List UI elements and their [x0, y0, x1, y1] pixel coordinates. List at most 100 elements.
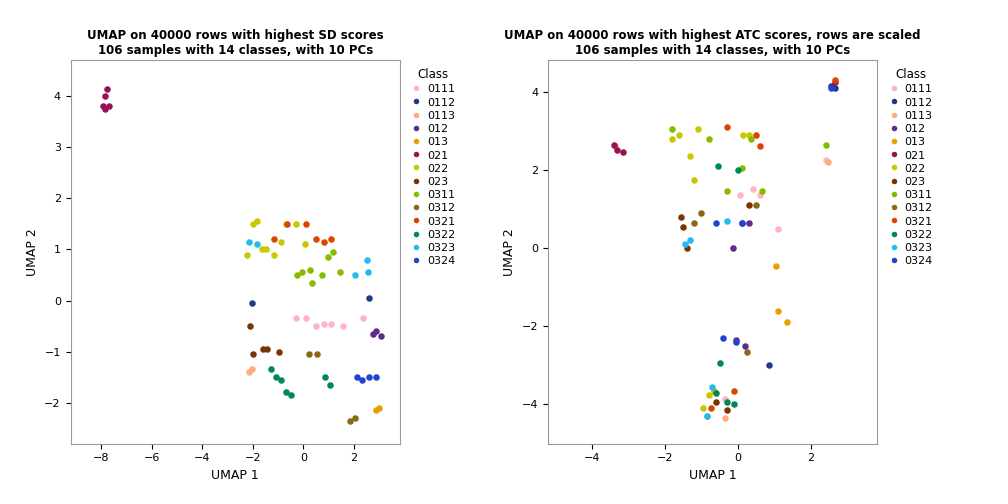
Point [257, 245, 273, 254]
Point [335, 322, 351, 330]
Point [682, 236, 699, 244]
Point [664, 125, 680, 133]
Point [308, 322, 325, 330]
Point [664, 135, 680, 143]
Point [96, 102, 112, 110]
Point [320, 253, 336, 261]
Point [741, 219, 757, 227]
Point [708, 219, 724, 227]
Point [354, 375, 370, 384]
Point [279, 220, 295, 228]
Point [304, 279, 321, 287]
Point [314, 271, 331, 279]
Point [316, 238, 332, 246]
Point [701, 391, 717, 399]
Point [820, 158, 836, 166]
Point [267, 373, 283, 381]
Point [262, 365, 278, 373]
Point [730, 166, 746, 174]
Title: UMAP on 40000 rows with highest ATC scores, rows are scaled
106 samples with 14 : UMAP on 40000 rows with highest ATC scor… [504, 29, 920, 56]
Point [289, 271, 305, 279]
Point [705, 383, 721, 391]
Point [728, 338, 744, 346]
Point [824, 82, 840, 90]
Point [734, 219, 750, 227]
Point [97, 105, 113, 113]
Point [710, 162, 726, 170]
Point [732, 192, 748, 200]
Legend: 0111, 0112, 0113, 012, 013, 021, 022, 023, 0311, 0312, 0321, 0322, 0323, 0324: 0111, 0112, 0113, 012, 013, 021, 022, 02… [408, 66, 458, 269]
Point [741, 131, 757, 139]
Point [272, 375, 288, 384]
Point [371, 404, 387, 412]
Point [712, 359, 728, 367]
Point [324, 235, 340, 243]
Point [752, 143, 768, 151]
Point [609, 146, 625, 154]
Point [368, 373, 384, 381]
Point [719, 123, 735, 131]
Point [288, 220, 304, 228]
Point [99, 85, 115, 93]
Point [288, 314, 304, 323]
Title: UMAP on 40000 rows with highest SD scores
106 samples with 14 classes, with 10 P: UMAP on 40000 rows with highest SD score… [87, 29, 383, 56]
Point [736, 131, 752, 139]
Point [717, 395, 733, 403]
Point [348, 414, 364, 422]
Point [671, 131, 687, 139]
Point [728, 336, 744, 344]
Point [245, 220, 261, 228]
Point [761, 361, 777, 369]
Point [699, 412, 715, 420]
Point [101, 102, 117, 110]
Point [608, 143, 624, 151]
Point [752, 192, 768, 200]
Point [716, 334, 732, 342]
Point [827, 78, 843, 86]
Point [824, 84, 840, 92]
Point [770, 306, 786, 314]
Point [294, 269, 310, 277]
Point [707, 387, 723, 395]
Point [355, 314, 371, 323]
Point [701, 135, 717, 143]
Point [725, 244, 741, 252]
Point [748, 201, 764, 209]
Point [827, 76, 843, 84]
Point [743, 135, 759, 143]
Point [296, 240, 312, 248]
Point [770, 224, 786, 232]
Point [615, 148, 631, 156]
Point [365, 330, 381, 338]
Point [817, 141, 834, 149]
Point [97, 92, 113, 100]
Point [278, 220, 294, 228]
Point [708, 399, 724, 407]
Point [278, 389, 294, 397]
Point [298, 314, 314, 323]
Y-axis label: UMAP 2: UMAP 2 [503, 228, 516, 276]
Point [779, 319, 795, 327]
Point [673, 213, 689, 221]
Point [678, 244, 695, 252]
Point [727, 400, 743, 408]
Point [254, 245, 270, 254]
Point [717, 414, 733, 422]
Point [283, 391, 299, 399]
Point [817, 156, 834, 164]
Point [298, 220, 314, 228]
Point [754, 187, 770, 196]
Point [677, 240, 694, 248]
Point [748, 131, 764, 139]
Point [694, 209, 710, 217]
Y-axis label: UMAP 2: UMAP 2 [26, 228, 38, 276]
Point [745, 185, 761, 194]
Point [696, 404, 712, 412]
Point [737, 342, 753, 350]
Point [271, 348, 287, 356]
Legend: 0111, 0112, 0113, 012, 013, 021, 022, 023, 0311, 0312, 0321, 0322, 0323, 0324: 0111, 0112, 0113, 012, 013, 021, 022, 02… [886, 66, 935, 269]
Point [316, 320, 332, 328]
Point [308, 235, 325, 243]
Point [734, 164, 750, 172]
Point [827, 84, 843, 92]
